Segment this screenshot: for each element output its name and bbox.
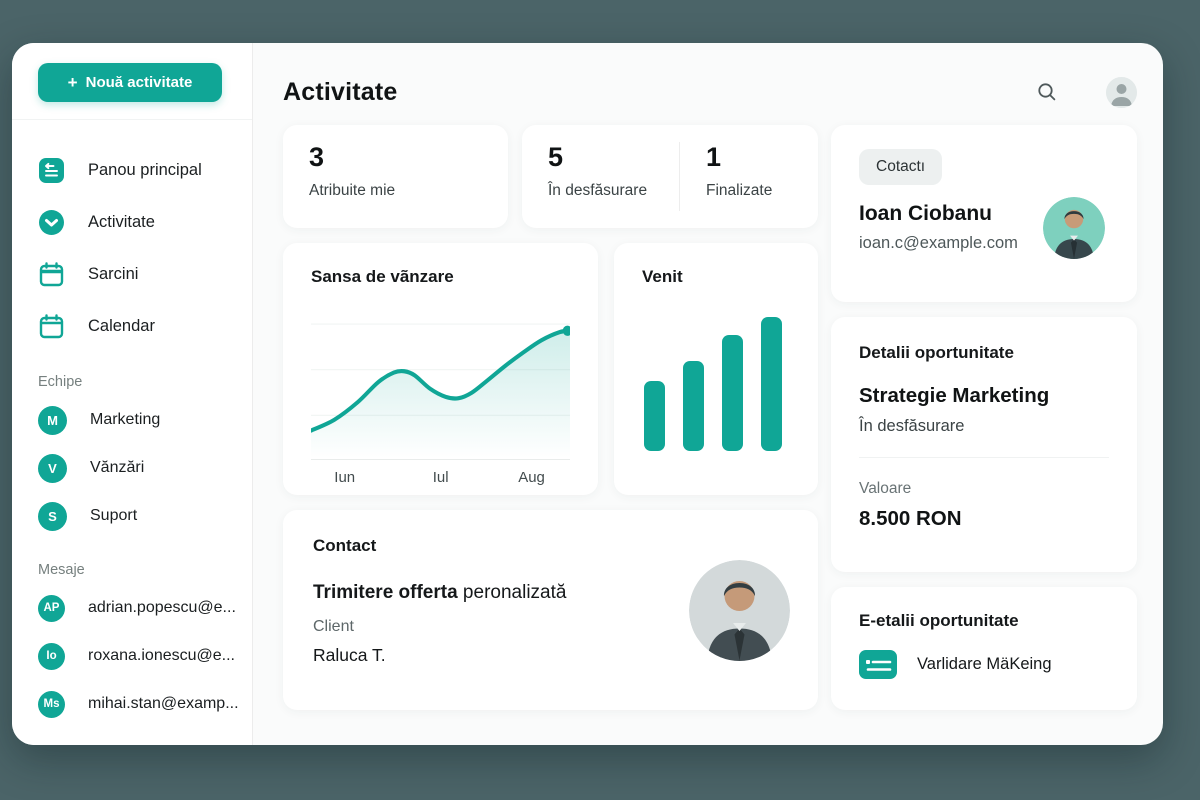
bar-chart xyxy=(642,299,788,451)
chevron-down-circle-icon xyxy=(38,209,65,236)
teams-section-label: Echipe xyxy=(38,374,83,390)
nav-label: Sarcini xyxy=(88,264,139,283)
person-name: Ioan Ciobanu xyxy=(859,202,992,225)
contact-badge: Cotactı xyxy=(859,149,943,185)
sidebar-item-activitate[interactable]: Activitate xyxy=(38,196,234,248)
card-title: Contact xyxy=(313,536,377,555)
client-label: Client xyxy=(313,618,354,635)
new-activity-button[interactable]: + Nouă activitate xyxy=(38,63,222,102)
team-initial-badge: V xyxy=(38,453,67,483)
opportunity-details-card: Detalii oportunitate Strategie Marketing… xyxy=(831,317,1137,572)
stat-value: 1 xyxy=(706,142,722,172)
x-tick-label: Aug xyxy=(518,469,545,486)
team-initial-badge: S xyxy=(38,501,67,531)
sidebar-item-panou-principal[interactable]: Panou principal xyxy=(38,144,234,196)
main-area: Activitate 3 Atribuite mie xyxy=(253,43,1163,745)
message-label: adrian.popescu@e... xyxy=(88,599,236,616)
stat-label: În desfăsurare xyxy=(548,182,648,199)
sidebar: + Nouă activitate Panou principal Activi… xyxy=(12,43,253,745)
task-title: Trimitere offerta peronalizată xyxy=(313,582,788,604)
x-axis-line xyxy=(311,459,570,460)
sales-chance-chart-card: Sansa de vãnzare xyxy=(283,243,598,495)
search-icon[interactable] xyxy=(1036,81,1058,103)
message-label: roxana.ionescu@e... xyxy=(88,647,235,664)
team-label: Vănzări xyxy=(90,459,145,476)
message-label: mihai.stan@examp... xyxy=(88,695,239,712)
sidebar-team-marketing[interactable]: M Marketing xyxy=(38,396,234,444)
stat-value: 3 xyxy=(309,142,325,172)
bar xyxy=(761,317,782,451)
plus-icon: + xyxy=(67,72,78,92)
sidebar-message-item[interactable]: Io roxana.ionescu@e... xyxy=(38,632,235,680)
divider xyxy=(859,457,1109,458)
bar xyxy=(683,361,704,451)
sidebar-nav: Panou principal Activitate Sarcini Calen… xyxy=(38,144,234,352)
dashboard-icon xyxy=(38,157,65,184)
sidebar-message-item[interactable]: Ms mihai.stan@examp... xyxy=(38,680,239,728)
message-initials-badge: Io xyxy=(38,642,65,670)
contact-task-card: Contact Trimitere offerta peronalizată C… xyxy=(283,510,818,710)
stat-card-assigned: 3 Atribuite mie xyxy=(283,125,508,228)
stat-card-progress-finalized: 5 În desfăsurare 1 Finalizate xyxy=(522,125,818,228)
stat-value: 5 xyxy=(548,142,564,172)
client-photo xyxy=(689,560,790,661)
x-tick-label: Iul xyxy=(432,469,449,486)
main-header: Activitate xyxy=(283,67,1137,117)
validation-item[interactable]: Varlidare MäKeing xyxy=(859,649,1109,680)
opportunity-name: Strategie Marketing xyxy=(859,384,1050,407)
opportunity-status: În desfăsurare xyxy=(859,417,965,435)
messages-section-label: Mesaje xyxy=(38,562,85,578)
message-initials-badge: AP xyxy=(38,594,65,622)
tasks-calendar-icon xyxy=(38,261,65,288)
calendar-icon xyxy=(38,313,65,340)
value-label: Valoare xyxy=(859,480,912,497)
sidebar-item-sarcini[interactable]: Sarcini xyxy=(38,248,234,300)
stat-label: Finalizate xyxy=(706,182,773,199)
team-label: Suport xyxy=(90,507,138,524)
sidebar-message-item[interactable]: AP adrian.popescu@e... xyxy=(38,584,236,632)
x-tick-label: Iun xyxy=(334,469,356,486)
sidebar-item-calendar[interactable]: Calendar xyxy=(38,300,234,352)
list-folder-icon xyxy=(859,649,897,680)
contact-person-card: Cotactı Ioan Ciobanu ioan.c@example.com xyxy=(831,125,1137,302)
page-title: Activitate xyxy=(283,77,398,106)
team-label: Marketing xyxy=(90,411,161,428)
user-avatar-icon[interactable] xyxy=(1106,76,1137,108)
bar xyxy=(644,381,665,451)
nav-label: Activitate xyxy=(88,212,155,231)
task-title-rest: peronalizată xyxy=(457,582,567,603)
app-window: + Nouă activitate Panou principal Activi… xyxy=(12,43,1163,745)
card-title: E-etalii oportunitate xyxy=(859,611,1019,630)
charts-row: Sansa de vãnzare xyxy=(283,243,818,495)
dashboard-content: 3 Atribuite mie 5 În desfăsurare 1 Final… xyxy=(283,125,1137,710)
stats-row: 3 Atribuite mie 5 În desfăsurare 1 Final… xyxy=(283,125,818,228)
chart-title: Venit xyxy=(642,267,683,286)
nav-label: Panou principal xyxy=(88,160,202,179)
card-title: Detalii oportunitate xyxy=(859,343,1014,362)
bar xyxy=(722,335,743,451)
sidebar-team-suport[interactable]: S Suport xyxy=(38,492,234,540)
stat-in-progress: 5 În desfăsurare xyxy=(522,142,680,211)
validation-card: E-etalii oportunitate Varlidare MäKeing xyxy=(831,587,1137,710)
validation-item-label: Varlidare MäKeing xyxy=(917,655,1052,673)
chart-title: Sansa de vãnzare xyxy=(311,267,454,286)
revenue-chart-card: Venit xyxy=(614,243,818,495)
client-name: Raluca T. xyxy=(313,645,386,665)
team-initial-badge: M xyxy=(38,405,67,435)
task-title-bold: Trimitere offerta xyxy=(313,582,458,603)
value-amount: 8.500 RON xyxy=(859,507,962,530)
area-chart: Iun Iul Aug xyxy=(311,301,570,495)
sidebar-team-vanzari[interactable]: V Vănzări xyxy=(38,444,234,492)
nav-label: Calendar xyxy=(88,316,155,335)
person-email: ioan.c@example.com xyxy=(859,234,1018,252)
stat-label: Atribuite mie xyxy=(309,182,396,199)
new-activity-label: Nouă activitate xyxy=(85,74,193,91)
person-photo xyxy=(1043,197,1105,259)
stat-finalized: 1 Finalizate xyxy=(680,142,798,211)
sidebar-divider xyxy=(12,119,252,120)
message-initials-badge: Ms xyxy=(38,690,65,718)
